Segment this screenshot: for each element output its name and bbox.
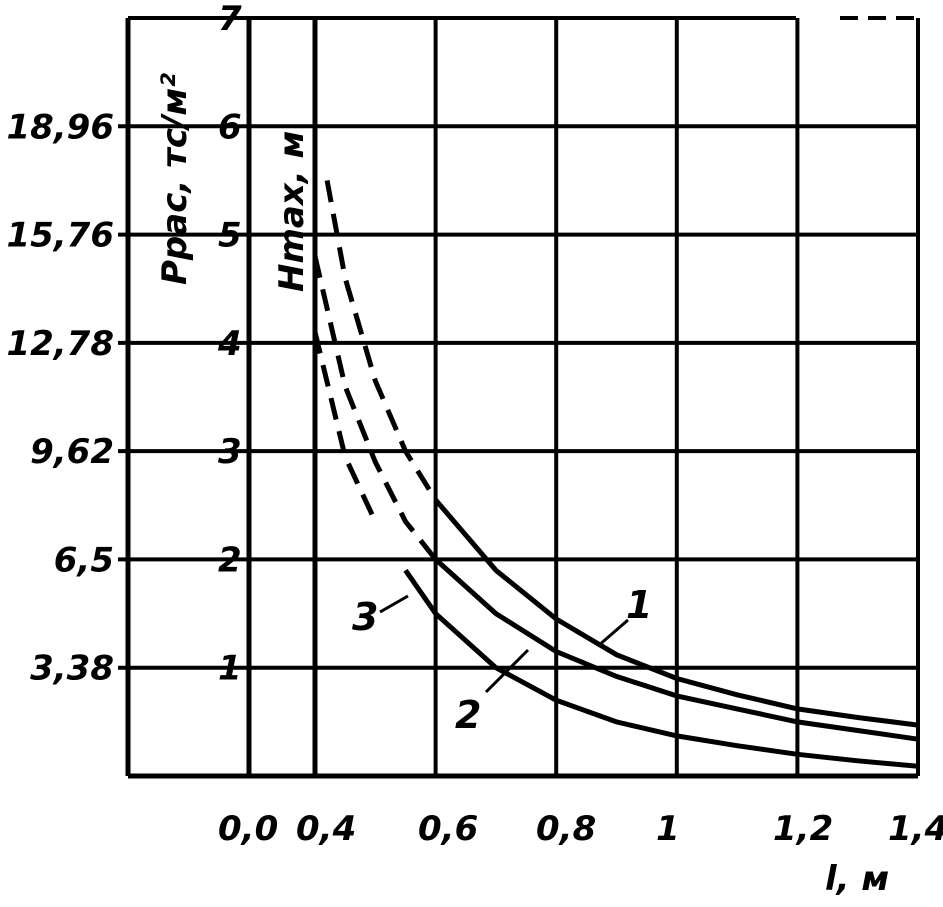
y-outer-tick-label: 6,5: [54, 540, 114, 580]
y-inner-tick-label: 7: [218, 0, 242, 39]
curve-3-dashed: [312, 331, 378, 523]
x-tick-label: 0,0: [218, 809, 278, 849]
curve-1-solid: [433, 498, 919, 728]
y-inner-tick-label: 6: [218, 107, 242, 147]
curve-label-1: 1: [626, 583, 652, 627]
x-axis-title: l, м: [825, 859, 889, 899]
y-outer-tick-label: 15,76: [6, 216, 114, 256]
curve-1-dashed: [324, 179, 438, 502]
y-outer-tick-label: 18,96: [6, 107, 114, 147]
curve-label-3: 3: [352, 595, 378, 639]
y-inner-tick-label: 1: [218, 649, 242, 689]
y-outer-tick-label: 12,78: [6, 324, 114, 364]
y-inner-tick-labels: 1 2 3 4 5 6 7: [217, 0, 242, 689]
y-outer-tick-label: 3,38: [30, 649, 114, 689]
curve-labels: 1 2 3: [352, 583, 652, 737]
curve-label-2: 2: [455, 693, 481, 737]
y-outer-axis-title: Pрас, тс/м²: [155, 73, 195, 285]
x-tick-label: 1,4: [888, 809, 943, 849]
x-tick-label: 0,4: [296, 809, 356, 849]
curve-3-solid: [403, 568, 919, 769]
curves: [312, 179, 919, 769]
curve-2-dashed: [312, 255, 438, 561]
y-outer-tick-labels: 3,38 6,5 9,62 12,78 15,76 18,96: [6, 107, 114, 688]
plot-frame: [125, 16, 920, 779]
y-inner-tick-label: 4: [217, 324, 242, 364]
y-outer-tick-label: 9,62: [30, 432, 114, 472]
curve-2-leader: [484, 648, 530, 694]
curve-1-leader: [597, 618, 629, 648]
x-tick-labels: 0,0 0,4 0,6 0,8 1 1,2 1,4: [218, 809, 943, 849]
y-inner-tick-label: 2: [218, 540, 242, 580]
y-inner-tick-label: 3: [218, 432, 242, 472]
curve-2-solid: [433, 557, 919, 742]
x-tick-label: 1: [656, 809, 680, 849]
y-inner-axis-title: Hmax, м: [272, 131, 312, 292]
x-tick-label: 0,6: [418, 809, 478, 849]
x-tick-label: 0,8: [536, 809, 596, 849]
y-inner-tick-label: 5: [218, 216, 242, 256]
x-tick-label: 1,2: [773, 809, 833, 849]
curve-3-leader: [379, 594, 409, 614]
